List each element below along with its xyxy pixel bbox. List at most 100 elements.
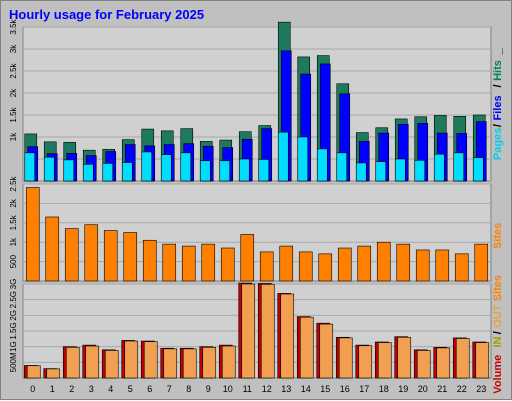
bar-sites-sites-23	[474, 243, 489, 282]
bar-volume-out-22	[455, 338, 470, 379]
bar-sites-sites-21	[435, 249, 450, 282]
x-tick-label: 3	[89, 384, 94, 394]
x-tick-label: 1	[50, 384, 55, 394]
bar-hits-pages-18	[375, 161, 387, 182]
panel-hits-axis-label: Files	[492, 95, 504, 120]
bar-volume-out-10	[221, 345, 236, 379]
bar-sites-sites-7	[162, 243, 177, 282]
panel-hits-axis-label: _	[492, 48, 504, 56]
bar-volume-out-3	[85, 345, 100, 379]
bar-sites-sites-17	[357, 245, 372, 282]
bar-hits-pages-13	[277, 131, 289, 182]
x-tick-label: 0	[30, 384, 35, 394]
x-tick-label: 16	[340, 384, 350, 394]
bar-hits-pages-4	[102, 163, 114, 182]
bar-volume-out-16	[338, 337, 353, 379]
bar-hits-pages-0	[24, 152, 36, 182]
panel-hits-axis-label: Hits	[492, 60, 504, 81]
panel-hits-tick-label: 2.5k	[9, 62, 18, 78]
panel-volume-tick-label: 3G	[9, 279, 18, 290]
bar-hits-pages-17	[355, 162, 367, 182]
panel-volume-tick-label: 2G	[9, 310, 18, 321]
x-tick-label: 23	[476, 384, 486, 394]
panel-sites-axis-label: Sites	[492, 223, 504, 249]
x-tick-label: 12	[262, 384, 272, 394]
bar-hits-pages-15	[316, 148, 328, 182]
bar-hits-pages-22	[453, 152, 465, 182]
bar-sites-sites-0	[25, 187, 40, 282]
bar-hits-pages-14	[297, 136, 309, 182]
panel-sites-tick-label: 1.5k	[9, 214, 18, 230]
bar-sites-sites-16	[337, 247, 352, 282]
bar-sites-sites-22	[454, 253, 469, 282]
bar-sites-sites-3	[84, 224, 99, 282]
x-tick-label: 7	[167, 384, 172, 394]
panel-hits-axis-label: /	[492, 124, 504, 127]
panel-hits-tick-label: 1.5k	[9, 106, 18, 122]
bar-volume-out-0	[26, 365, 41, 379]
bar-hits-pages-12	[258, 159, 270, 182]
bar-hits-pages-9	[199, 160, 211, 182]
x-tick-label: 8	[186, 384, 191, 394]
bar-hits-pages-11	[238, 158, 250, 182]
bar-hits-pages-19	[394, 158, 406, 182]
x-tick-label: 9	[206, 384, 211, 394]
panel-sites-tick-label: 1k	[9, 237, 18, 246]
x-tick-label: 6	[147, 384, 152, 394]
bar-sites-sites-6	[142, 239, 157, 282]
x-tick-label: 15	[320, 384, 330, 394]
panel-hits-background	[22, 26, 492, 182]
panel-volume-axis-label: Sites	[492, 275, 504, 301]
bar-volume-out-18	[377, 342, 392, 379]
bar-volume-out-15	[319, 323, 334, 379]
bar-volume-out-19	[397, 336, 412, 379]
panel-volume-axis-label: Volume	[492, 355, 504, 394]
bar-sites-sites-4	[103, 230, 118, 282]
panel-volume-tick-label: 2.5G	[9, 291, 18, 308]
bar-volume-out-20	[416, 350, 431, 379]
panel-volume-tick-label: 500M	[9, 352, 18, 372]
bar-volume-out-11	[241, 283, 256, 379]
panel-volume-axis-label: /	[492, 331, 504, 334]
bar-volume-out-4	[104, 350, 119, 379]
panel-volume-axis-label: OUT	[492, 304, 504, 328]
x-tick-label: 18	[379, 384, 389, 394]
panel-hits-tick-label: 1k	[9, 132, 18, 141]
bar-sites-sites-10	[220, 247, 235, 282]
bar-hits-pages-10	[219, 160, 231, 182]
bar-hits-pages-6	[141, 151, 153, 182]
bar-sites-sites-8	[181, 245, 196, 282]
bar-hits-pages-8	[180, 152, 192, 182]
panel-hits-axis-label: Pages	[492, 128, 504, 160]
bar-hits-pages-5	[121, 162, 133, 182]
bar-volume-out-5	[124, 340, 139, 379]
bar-volume-out-12	[260, 284, 275, 379]
bar-volume-out-1	[46, 368, 61, 379]
bar-hits-pages-16	[336, 152, 348, 182]
x-tick-label: 2	[69, 384, 74, 394]
bar-hits-pages-1	[43, 156, 55, 182]
bar-volume-out-14	[299, 316, 314, 379]
bar-volume-out-2	[65, 346, 80, 379]
x-tick-label: 22	[457, 384, 467, 394]
bar-volume-out-7	[163, 348, 178, 379]
bar-hits-pages-23	[472, 157, 484, 182]
x-tick-label: 19	[398, 384, 408, 394]
bar-sites-sites-13	[279, 245, 294, 282]
bar-sites-sites-2	[64, 228, 79, 282]
bar-sites-sites-9	[201, 243, 216, 282]
bar-sites-sites-14	[298, 251, 313, 282]
bar-hits-pages-7	[160, 154, 172, 182]
bar-hits-pages-2	[63, 159, 75, 182]
x-tick-label: 13	[281, 384, 291, 394]
bar-sites-sites-11	[240, 234, 255, 282]
bar-hits-pages-21	[433, 153, 445, 182]
bar-volume-out-17	[358, 345, 373, 379]
x-tick-label: 17	[359, 384, 369, 394]
bar-hits-pages-20	[414, 160, 426, 182]
panel-volume-axis-label: IN	[492, 336, 504, 347]
x-tick-label: 5	[128, 384, 133, 394]
bar-sites-sites-18	[376, 241, 391, 282]
